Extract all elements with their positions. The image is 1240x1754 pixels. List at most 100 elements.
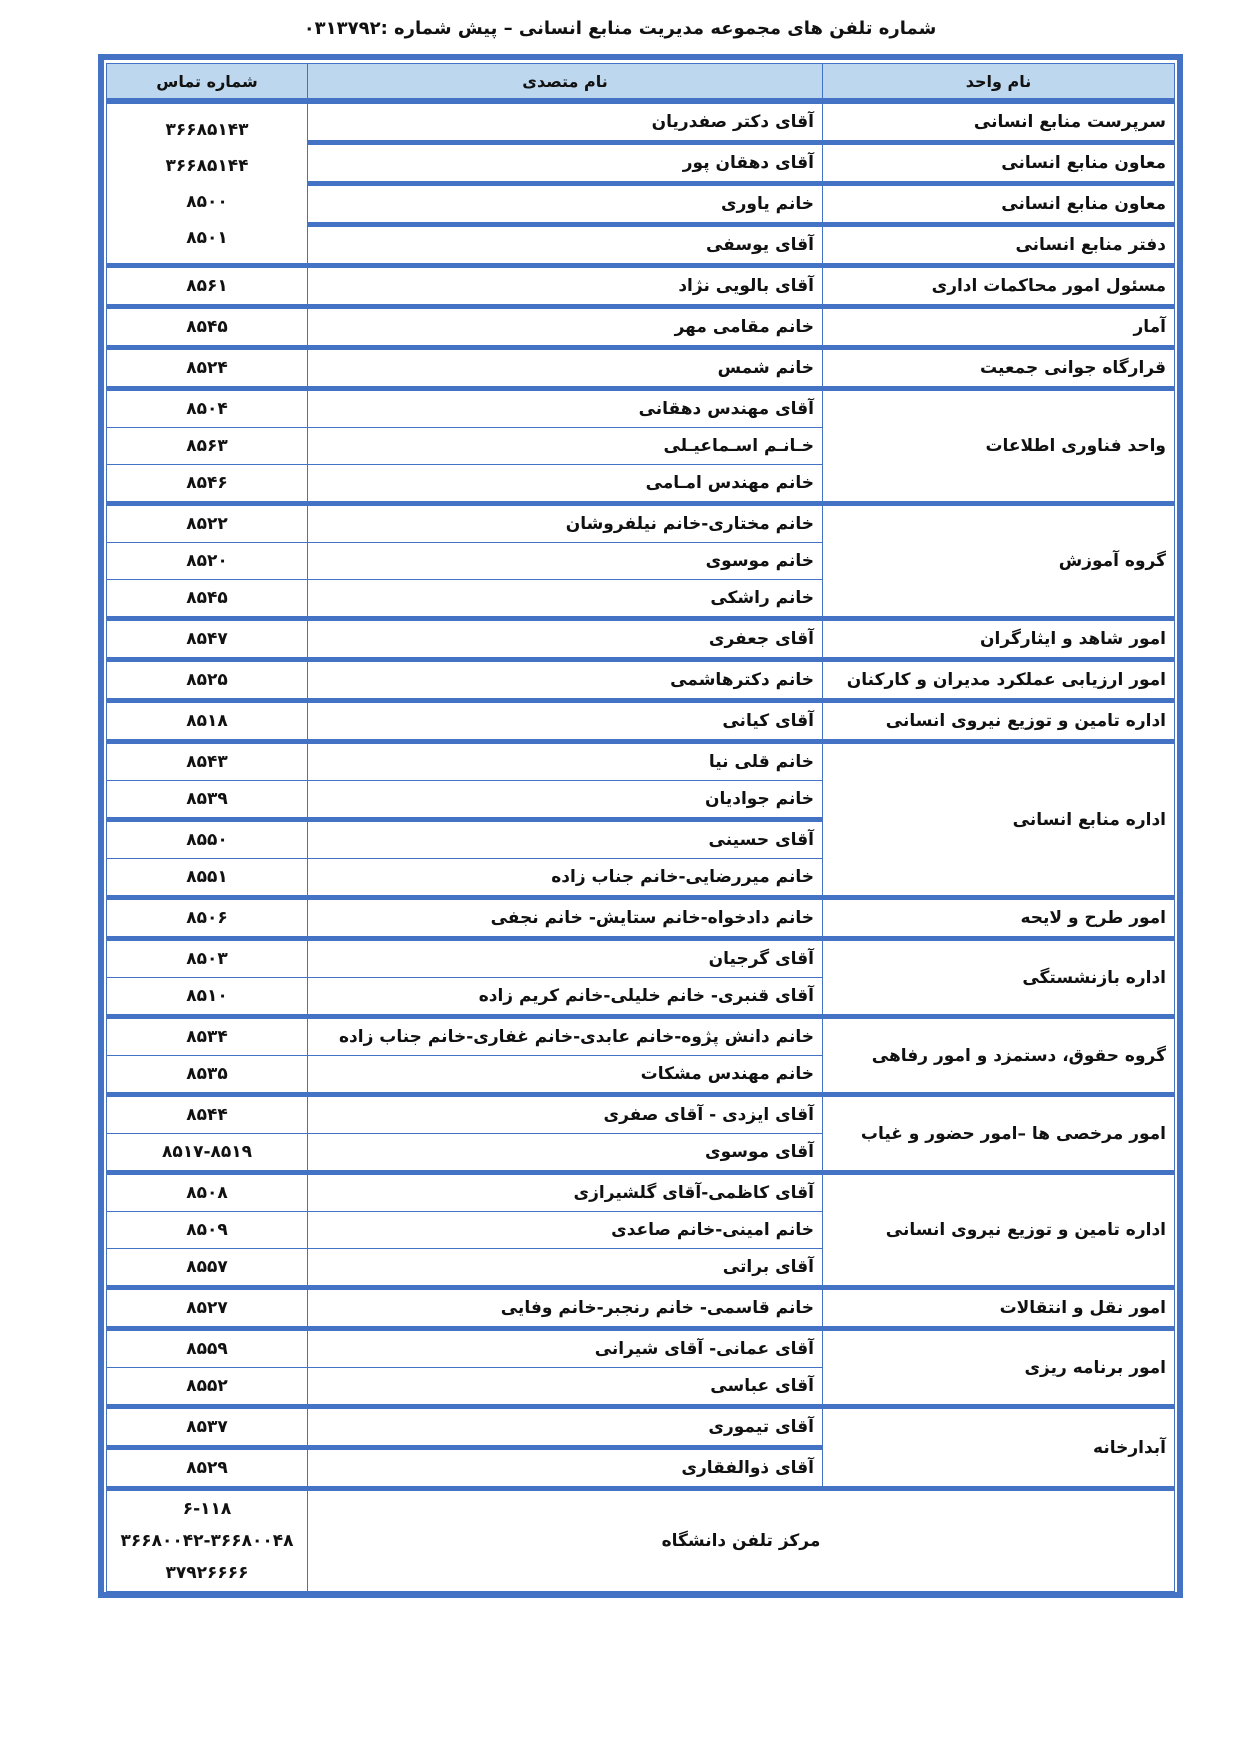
name-cell: خانم دادخواه-خانم ستایش- خانم نجفی: [307, 895, 823, 939]
phone-cell: ۸۵۱۷-۸۵۱۹: [106, 1133, 308, 1173]
phone-cell: ۸۵۱۰: [106, 977, 308, 1017]
table-row: اداره بازنشستگی آقای گرجیان ۸۵۰۳: [106, 936, 1175, 1017]
name-cell: خانم قلی نیا: [307, 739, 823, 781]
phone-cell: ۸۵۴۵: [106, 579, 308, 619]
table-row: سرپرست منابع انسانی آقای دکتر صفدریان ۳۶۶۸…: [106, 98, 1175, 266]
table-row: خانم جوادیان ۸۵۳۹: [106, 780, 1175, 820]
table-row: قرارگاه جوانی جمعیت خانم شمس ۸۵۲۴: [106, 345, 1175, 389]
unit-cell: واحد فناوری اطلاعات: [822, 386, 1175, 504]
table-row: گروه حقوق، دستمزد و امور رفاهی خانم دانش …: [106, 1014, 1175, 1095]
phone-cell: ۸۵۰۹: [106, 1211, 308, 1249]
phone-cell: ۸۵۰۳: [106, 936, 308, 978]
header-name: نام متصدی: [307, 63, 823, 104]
phone-cell: ۸۵۴۶: [106, 464, 308, 504]
unit-cell: امور نقل و انتقالات: [822, 1285, 1175, 1329]
name-cell: خانم یاوری: [307, 181, 823, 225]
table-row: خانم مهندس امـامی ۸۵۴۶: [106, 464, 1175, 504]
unit-cell: اداره بازنشستگی: [822, 936, 1175, 1017]
unit-cell: اداره تامین و توزیع نیروی انسانی: [822, 1170, 1175, 1288]
unit-cell: گروه حقوق، دستمزد و امور رفاهی: [822, 1014, 1175, 1095]
name-cell: خانم موسوی: [307, 542, 823, 580]
table-row: اداره منابع انسانی خانم قلی نیا ۸۵۴۳: [106, 739, 1175, 898]
name-cell: آقای موسوی: [307, 1133, 823, 1173]
name-cell: آقای دهقان پور: [307, 140, 823, 184]
table-row: امور مرخصی ها –امور حضور و غیاب آقای ایزد…: [106, 1092, 1175, 1173]
phone-number: ۸۵۰۰: [186, 191, 228, 212]
unit-cell: مسئول امور محاکمات اداری: [822, 263, 1175, 307]
table-row: آقای ذوالفقاری ۸۵۲۹: [106, 1445, 1175, 1489]
unit-cell: امور برنامه ریزی: [822, 1326, 1175, 1407]
phone-cell: ۸۵۴۵: [106, 304, 308, 348]
table-row: آبدارخانه آقای تیموری ۸۵۳۷: [106, 1404, 1175, 1489]
table-row: امور شاهد و ایثارگران آقای جعفری ۸۵۴۷: [106, 616, 1175, 660]
phone-cell: ۳۶۶۸۵۱۴۳ ۳۶۶۸۵۱۴۴ ۸۵۰۰ ۸۵۰۱: [106, 98, 308, 266]
table-row: آقای موسوی ۸۵۱۷-۸۵۱۹: [106, 1133, 1175, 1173]
phone-number: ۳۶۶۸۰۰۴۲-۳۶۶۸۰۰۴۸: [120, 1531, 294, 1551]
phone-cell: ۸۵۱۸: [106, 698, 308, 742]
center-phones: ۶-۱۱۸ ۳۶۶۸۰۰۴۲-۳۶۶۸۰۰۴۸ ۳۷۹۲۶۶۶۶: [106, 1486, 308, 1592]
phone-number: ۸۵۰۱: [186, 227, 228, 248]
unit-cell: امور طرح و لایحه: [822, 895, 1175, 939]
phone-cell: ۸۵۰۴: [106, 386, 308, 428]
table-row: آمار خانم مقامی مهر ۸۵۴۵: [106, 304, 1175, 348]
header-unit: نام واحد: [822, 63, 1175, 104]
phone-cell: ۸۵۰۸: [106, 1170, 308, 1212]
phone-cell: ۸۵۳۵: [106, 1055, 308, 1095]
phone-number: ۶-۱۱۸: [182, 1499, 232, 1519]
name-cell: آقای ایزدی - آقای صفری: [307, 1092, 823, 1134]
table-row: خانم موسوی ۸۵۲۰: [106, 542, 1175, 580]
table-row: دفتر منابع انسانی آقای یوسفی: [107, 222, 1175, 266]
name-cell: آقای دکتر صفدریان: [307, 98, 823, 143]
unit-cell: آمار: [822, 304, 1175, 348]
table-row: آقای حسینی ۸۵۵۰: [106, 817, 1175, 859]
phone-number: ۳۶۶۸۵۱۴۳: [165, 119, 249, 140]
name-cell: آقای بالویی نژاد: [307, 263, 823, 307]
header-row: نام واحد نام متصدی شماره تماس: [106, 63, 1175, 104]
table-row: امور طرح و لایحه خانم دادخواه-خانم ستایش-…: [106, 895, 1175, 939]
unit-cell: اداره تامین و توزیع نیروی انسانی: [822, 698, 1175, 742]
table-row: خانم مهندس مشکات ۸۵۳۵: [106, 1055, 1175, 1095]
table-row: اداره تامین و توزیع نیروی انسانی آقای کیا…: [106, 698, 1175, 742]
phone-cell: ۸۵۵۷: [106, 1248, 308, 1288]
table-row: خانم امینی-خانم صاعدی ۸۵۰۹: [106, 1211, 1175, 1249]
name-cell: خانم مهندس امـامی: [307, 464, 823, 504]
table-row: مسئول امور محاکمات اداری آقای بالویی نژاد…: [106, 263, 1175, 307]
table-row: خـانـم اسـماعیـلی ۸۵۶۳: [106, 427, 1175, 465]
unit-cell: امور ارزیابی عملکرد مدیران و کارکنان: [822, 657, 1175, 701]
phone-cell: ۸۵۲۰: [106, 542, 308, 580]
table-row: اداره تامین و توزیع نیروی انسانی آقای کاظ…: [106, 1170, 1175, 1288]
name-cell: آقای عمانی- آقای شیرانی: [307, 1326, 823, 1368]
phone-cell: ۸۵۶۳: [106, 427, 308, 465]
table-row: امور برنامه ریزی آقای عمانی- آقای شیرانی ۸…: [106, 1326, 1175, 1407]
phone-cell: ۸۵۳۴: [106, 1014, 308, 1056]
table-row: آقای قنبری- خانم خلیلی-خانم کریم زاده ۸۵۱…: [106, 977, 1175, 1017]
phone-cell: ۸۵۳۹: [106, 780, 308, 820]
name-cell: خانم جوادیان: [307, 780, 823, 820]
table-row: امور نقل و انتقالات خانم قاسمی- خانم رنجب…: [106, 1285, 1175, 1329]
phone-cell: ۸۵۲۴: [106, 345, 308, 389]
phone-cell: ۸۵۵۹: [106, 1326, 308, 1368]
phone-number: ۳۶۶۸۵۱۴۴: [165, 155, 249, 176]
name-cell: آقای براتی: [307, 1248, 823, 1288]
phone-cell: ۸۵۴۳: [106, 739, 308, 781]
name-cell: آقای گرجیان: [307, 936, 823, 978]
name-cell: خانم راشکی: [307, 579, 823, 619]
unit-cell: امور شاهد و ایثارگران: [822, 616, 1175, 660]
unit-cell: قرارگاه جوانی جمعیت: [822, 345, 1175, 389]
table-row: آقای براتی ۸۵۵۷: [106, 1248, 1175, 1288]
name-cell: آقای عباسی: [307, 1367, 823, 1407]
name-cell: آقای کیانی: [307, 698, 823, 742]
phone-directory-table: نام واحد نام متصدی شماره تماس سرپرست منا…: [106, 63, 1175, 1592]
phone-cell: ۸۵۲۵: [106, 657, 308, 701]
phone-cell: ۸۵۶۱: [106, 263, 308, 307]
name-cell: خانم دانش پژوه-خانم عابدی-خانم غفاری-خان…: [307, 1014, 823, 1056]
name-cell: خانم امینی-خانم صاعدی: [307, 1211, 823, 1249]
name-cell: آقای ذوالفقاری: [307, 1445, 823, 1489]
table-row: واحد فناوری اطلاعات آقای مهندس دهقانی ۸۵۰۴: [106, 386, 1175, 504]
table-row: خانم راشکی ۸۵۴۵: [106, 579, 1175, 619]
table-row-phone-center: مرکز تلفن دانشگاه ۶-۱۱۸ ۳۶۶۸۰۰۴۲-۳۶۶۸۰۰۴۸ ۳…: [106, 1486, 1175, 1592]
table-row: خانم میررضایی-خانم جناب زاده ۸۵۵۱: [106, 858, 1175, 898]
unit-cell: گروه آموزش: [822, 501, 1175, 619]
name-cell: خانم شمس: [307, 345, 823, 389]
unit-cell: معاون منابع انسانی: [822, 140, 1175, 184]
